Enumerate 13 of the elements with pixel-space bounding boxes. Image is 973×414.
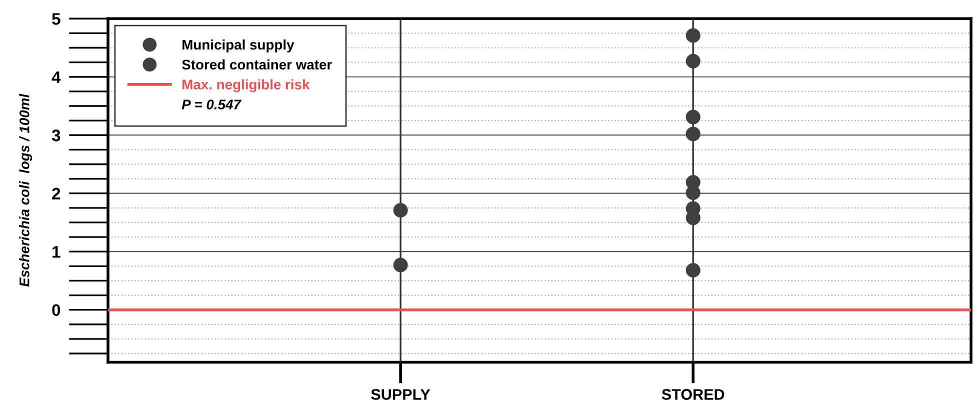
y-tick-label: 0 — [52, 304, 60, 316]
legend-label: Max. negligible risk — [182, 79, 310, 92]
legend-label: Municipal supply — [182, 39, 294, 52]
y-tick-label: 1 — [52, 246, 60, 258]
legend-label: Stored container water — [182, 59, 332, 70]
y-tick-label: 4 — [52, 71, 61, 83]
y-tick-label: 3 — [52, 130, 60, 142]
y-tick-label: 5 — [52, 13, 60, 25]
annotation: P = 0.547 — [182, 100, 242, 110]
x-tick-label: STORED — [662, 389, 724, 400]
y-tick-label: 2 — [52, 188, 60, 200]
x-tick-label: SUPPLY — [371, 389, 430, 400]
y-axis-title: Escherichia coli logs / 100ml — [19, 94, 32, 287]
